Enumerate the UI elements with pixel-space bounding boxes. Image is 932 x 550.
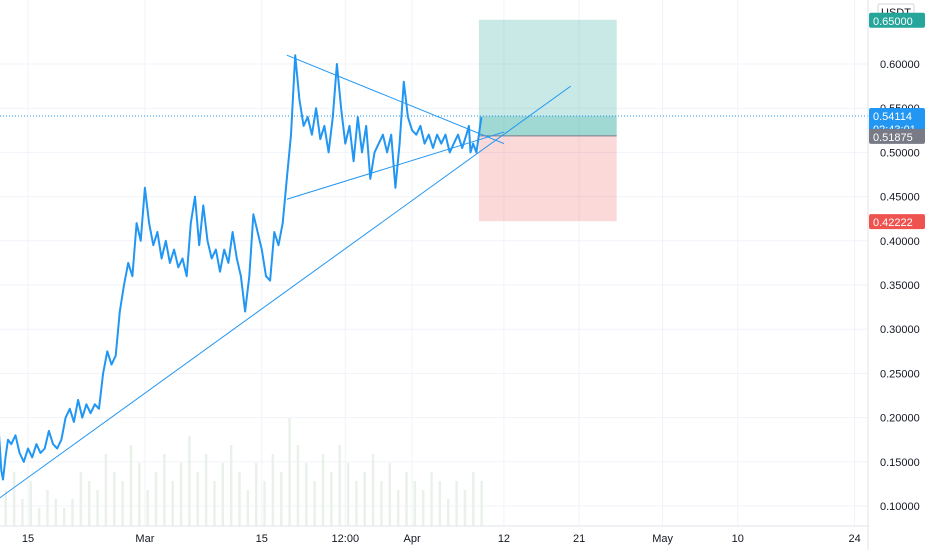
y-tick-label: 0.25000	[880, 368, 920, 380]
volume-bar	[413, 481, 417, 526]
stop-price-badge	[869, 214, 925, 230]
stop-loss-zone[interactable]	[478, 135, 617, 222]
volume-bar	[163, 454, 166, 526]
y-tick-label: 0.15000	[880, 457, 920, 469]
volume-bar	[213, 481, 216, 526]
volume-bar	[146, 490, 149, 526]
volume-bar	[472, 472, 475, 526]
y-tick-label: 0.35000	[880, 280, 920, 292]
y-tick-label: 0.20000	[880, 413, 920, 425]
y-tick-label: 0.40000	[880, 236, 920, 248]
volume-bar	[396, 490, 400, 526]
stop-price-badge-text: 0.42222	[873, 217, 913, 229]
volume-bar	[188, 436, 191, 526]
volume-bar	[296, 445, 300, 526]
volume-bar	[321, 454, 325, 526]
y-tick-label: 0.10000	[880, 501, 920, 513]
entry-price-badge-text: 0.51875	[873, 132, 913, 144]
volume-bar	[96, 490, 99, 526]
volume-bar	[79, 472, 83, 526]
volume-bar	[405, 472, 408, 526]
volume-bar	[71, 499, 74, 526]
x-tick-label: Apr	[404, 533, 421, 545]
open-profit-zone	[478, 116, 617, 136]
y-tick-label: 0.60000	[880, 59, 920, 71]
volume-bar	[54, 499, 58, 526]
volume-bar	[121, 481, 124, 526]
target-price-badge-text: 0.65000	[873, 16, 913, 28]
price-line[interactable]	[0, 54, 483, 481]
volume-bar	[229, 445, 233, 526]
volume-bar	[46, 490, 49, 526]
volume-bar	[254, 463, 258, 526]
volume-bar	[154, 472, 158, 526]
volume-bar	[129, 445, 133, 526]
triangle-lower[interactable]	[286, 131, 505, 200]
volume-bar	[21, 499, 24, 526]
x-tick-label: Mar	[135, 533, 154, 545]
volume-bar	[263, 481, 266, 526]
volume-bar	[104, 454, 108, 526]
volume-bar	[430, 472, 433, 526]
y-tick-label: 0.30000	[880, 324, 920, 336]
volume-bar	[455, 481, 458, 526]
x-tick-label: 15	[256, 533, 268, 545]
volume-bar	[388, 463, 392, 526]
volume-bar	[246, 490, 250, 526]
volume-bar	[380, 481, 383, 526]
entry-price-badge	[869, 128, 925, 144]
volume-bar	[421, 490, 425, 526]
volume-bar	[221, 463, 225, 526]
x-tick-label: 10	[732, 533, 744, 545]
volume-bar	[313, 481, 316, 526]
volume-bar	[330, 472, 333, 526]
chart-grid	[0, 0, 868, 526]
long-position-tool[interactable]	[478, 19, 617, 222]
volume-bar	[480, 481, 483, 526]
current-price-badge-text: 0.54114	[873, 111, 912, 123]
volume-bar	[171, 481, 174, 526]
volume-bar	[12, 472, 16, 526]
y-tick-label: 0.45000	[880, 192, 920, 204]
volume-bar	[447, 499, 450, 526]
support-trendline[interactable]	[0, 85, 572, 501]
volume-bar	[196, 472, 200, 526]
volume-bar	[463, 490, 467, 526]
x-tick-label: 15	[22, 533, 34, 545]
volume-bar	[29, 481, 33, 526]
volume-bar	[438, 481, 442, 526]
volume-bar	[204, 454, 208, 526]
x-tick-label: 12	[498, 533, 510, 545]
volume-bar	[238, 472, 241, 526]
y-tick-label: 0.50000	[880, 147, 920, 159]
x-tick-label: 21	[573, 533, 585, 545]
volume-bar	[371, 454, 375, 526]
volume-bar	[355, 481, 358, 526]
x-tick-label: 24	[849, 533, 861, 545]
volume-bar	[113, 472, 116, 526]
volume-bar	[37, 508, 41, 526]
volume-bar	[179, 463, 183, 526]
volume-bar	[280, 472, 283, 526]
volume-bars	[4, 418, 483, 526]
volume-bar	[363, 472, 367, 526]
volume-bar	[271, 454, 275, 526]
volume-bar	[4, 490, 7, 526]
volume-bar	[87, 481, 91, 526]
volume-bar	[138, 463, 141, 526]
volume-bar	[305, 463, 308, 526]
volume-bar	[346, 463, 350, 526]
volume-bar	[62, 508, 66, 526]
x-tick-label: 12:00	[332, 533, 360, 545]
x-tick-label: May	[652, 533, 673, 545]
volume-bar	[288, 418, 291, 526]
target-price-badge	[869, 12, 925, 28]
volume-bar	[338, 445, 341, 526]
price-series[interactable]	[0, 54, 868, 481]
